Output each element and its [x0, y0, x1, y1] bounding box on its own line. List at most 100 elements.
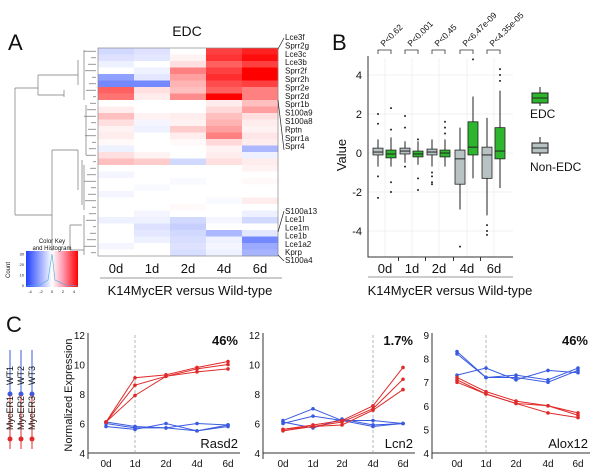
- boxplot-x-tick: 0d: [378, 261, 392, 276]
- wt-point: [546, 368, 550, 373]
- heatmap-cell: [170, 100, 207, 107]
- boxplot-x-tick: 6d: [487, 261, 501, 276]
- heatmap-cell: [170, 119, 207, 127]
- heatmap-cell: [206, 54, 243, 62]
- line-x-tick: 6d: [397, 459, 408, 470]
- dendrogram: [14, 50, 96, 256]
- heatmap-cell: [134, 100, 171, 107]
- line-x-tick: 2d: [160, 459, 171, 470]
- line-chart-alox12: 4 5 6 7 8 9 0d 1d 2d 4d 6d 46% Alox12: [423, 331, 590, 470]
- heatmap-cell: [242, 106, 279, 114]
- heatmap-cell: [134, 184, 171, 192]
- myc-point: [371, 404, 375, 408]
- heatmap-cell: [98, 145, 135, 153]
- line-x-tick: 2d: [510, 459, 521, 470]
- heatmap-cell: [242, 165, 279, 172]
- legend-label: WT2: [16, 366, 26, 385]
- heatmap-cell: [134, 165, 171, 172]
- gene-label: Lce3b: [285, 58, 307, 67]
- heatmap-cell: [134, 80, 171, 88]
- gene-label: S100a4: [285, 256, 313, 265]
- heatmap-cell: [170, 126, 207, 133]
- heatmap-cell: [242, 74, 279, 81]
- boxplot-x-tick: 1d: [405, 261, 419, 276]
- heatmap-cell: [242, 171, 279, 179]
- heatmap-cell: [206, 165, 243, 172]
- box-outlier: [444, 132, 446, 135]
- wt-point: [311, 414, 315, 418]
- box-outlier: [431, 171, 433, 174]
- panel-label-c: C: [6, 312, 22, 337]
- heatmap-cell: [170, 210, 207, 218]
- myc-point: [311, 424, 315, 429]
- color-key-ytick: 30: [20, 252, 25, 257]
- legend-label: Non-EDC: [530, 160, 582, 174]
- heatmap-cell: [98, 171, 135, 179]
- line-x-tick: 1d: [129, 459, 140, 470]
- heatmap-cell: [206, 230, 243, 237]
- gene-label: Sprr2f: [285, 67, 308, 76]
- wt-point: [484, 375, 488, 380]
- heatmap-cell: [170, 249, 207, 257]
- box-outlier: [390, 181, 392, 184]
- wt-point: [133, 426, 137, 430]
- myc-point: [226, 362, 230, 367]
- box-outlier: [444, 120, 446, 123]
- myc-point: [133, 393, 137, 398]
- box-outlier: [417, 189, 419, 192]
- heatmap-cell: [242, 93, 279, 101]
- myc-point: [371, 408, 375, 413]
- gene-label: Sprr2g: [285, 41, 309, 50]
- line-y-tick: 12: [74, 331, 86, 342]
- heatmap-cell: [242, 61, 279, 68]
- myc-series-line: [456, 381, 579, 419]
- line-x-tick: 1d: [307, 459, 318, 470]
- heatmap-cell: [170, 243, 207, 250]
- heatmap-cell: [98, 87, 135, 94]
- heatmap-cell: [98, 184, 135, 192]
- line-charts: 4 6 8 10 12 0d 1d 2d 4d 6d 46% Rasd2 4 6 8 10 12 0d 1d 2d 4d…: [74, 331, 590, 470]
- heatmap-cell: [170, 165, 207, 172]
- line-y-tick: 7: [423, 378, 429, 389]
- percent-label: 1.7%: [383, 333, 413, 348]
- heatmap-cell: [206, 93, 243, 101]
- panel-label-b: B: [332, 30, 347, 55]
- myc-point: [226, 367, 230, 371]
- wt-point: [311, 406, 315, 411]
- line-y-tick: 8: [254, 390, 260, 401]
- gene-label: Sprr1a: [285, 134, 310, 143]
- myc-point: [104, 420, 108, 424]
- heatmap-cell: [170, 113, 207, 120]
- heatmap-cell: [206, 171, 243, 179]
- heatmap-cell: [242, 126, 279, 133]
- heatmap-cell: [206, 178, 243, 185]
- heatmap-cell: [98, 217, 135, 224]
- line-y-tick: 8: [423, 355, 429, 366]
- heatmap-x-tick: 2d: [181, 261, 195, 276]
- gene-label: Sprr2h: [285, 75, 309, 84]
- myc-series-line: [456, 379, 579, 416]
- heatmap-cell: [206, 126, 243, 133]
- heatmap-cell: [242, 80, 279, 88]
- boxplot-y-tick: 4: [356, 70, 362, 82]
- heatmap-cell: [170, 223, 207, 231]
- heatmap-cell: [170, 132, 207, 140]
- heatmap-cell: [242, 197, 279, 205]
- box-outlier: [499, 74, 501, 76]
- heatmap-cell: [242, 223, 279, 231]
- heatmap-cell: [98, 126, 135, 133]
- gene-label: S100a9: [285, 109, 313, 118]
- line-chart-rasd2: 4 6 8 10 12 0d 1d 2d 4d 6d 46% Rasd2: [74, 331, 240, 470]
- wt-point: [514, 378, 518, 382]
- box-edc: [467, 121, 479, 156]
- heatmap-cell: [206, 113, 243, 120]
- percent-label: 46%: [562, 333, 588, 348]
- pvalue-label: P<0.001: [405, 19, 435, 49]
- myc-point: [401, 387, 405, 392]
- heatmap-cell: [134, 139, 171, 146]
- heatmap-cell: [134, 67, 171, 75]
- heatmap-cell: [170, 139, 207, 146]
- gene-label: S100a13: [285, 207, 318, 216]
- box-outlier: [390, 191, 392, 193]
- color-key-xtick: -2: [39, 289, 43, 294]
